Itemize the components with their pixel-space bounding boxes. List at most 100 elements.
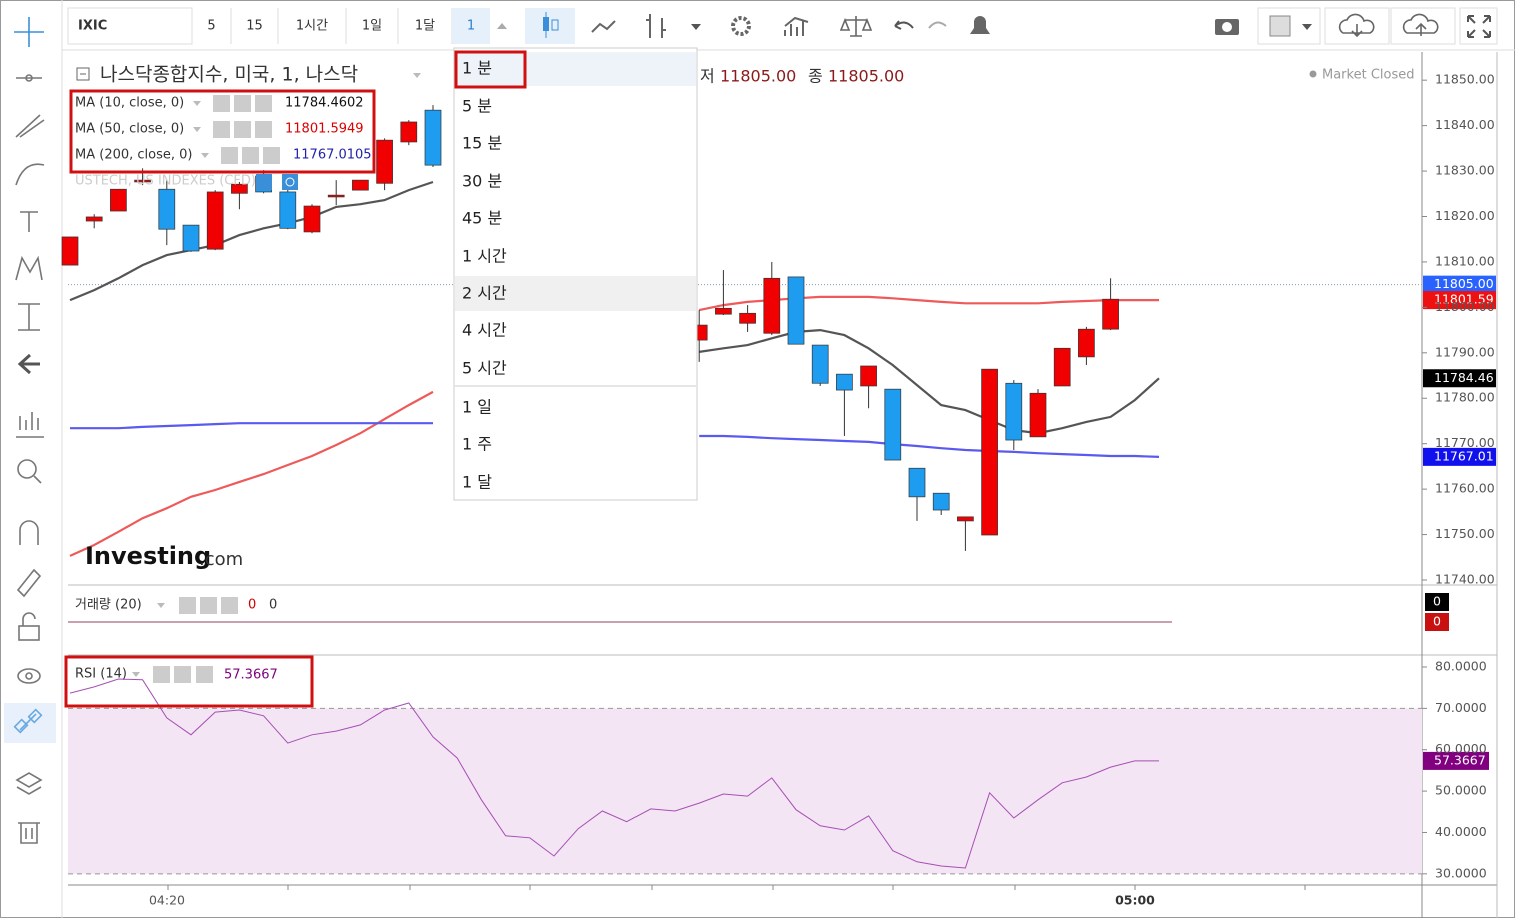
undo-button[interactable] — [894, 20, 914, 30]
y-tick-label: 40.0000 — [1435, 824, 1487, 839]
y-tick-label: 50.0000 — [1435, 783, 1487, 798]
menu-item[interactable]: 1 일 — [462, 398, 492, 417]
lock-draw-tool[interactable] — [16, 568, 42, 598]
menu-item[interactable]: 1 분 — [462, 59, 492, 78]
candle-body — [376, 139, 393, 184]
menu-item[interactable]: 1 시간 — [462, 247, 507, 266]
text-tool[interactable] — [20, 211, 38, 232]
link-tool[interactable] — [13, 708, 43, 734]
active-interval-bg — [452, 8, 490, 44]
interval-button[interactable]: 5 — [207, 19, 215, 34]
symbol-box[interactable] — [67, 7, 193, 45]
ma-tag-label: 11767.01 — [1434, 448, 1494, 463]
chart-type-toggle[interactable] — [691, 24, 701, 30]
indicators-button[interactable] — [784, 16, 809, 36]
candle-body — [1102, 298, 1119, 330]
y-tick-label: 60.0000 — [1435, 741, 1487, 756]
line-type-button[interactable] — [591, 20, 616, 33]
candle-type-button[interactable] — [543, 12, 559, 38]
delete-tool[interactable] — [18, 822, 40, 844]
close-label: 종 — [808, 67, 823, 86]
rsi-tag-label: 57.3667 — [1434, 752, 1486, 767]
indicator-tool[interactable] — [16, 412, 44, 438]
candle-body — [957, 516, 974, 522]
chart-title: 나스닥종합지수, 미국, 1, 나스닥 — [100, 64, 358, 86]
menu-item[interactable]: 4 시간 — [462, 321, 507, 340]
y-tick-label: 70.0000 — [1435, 700, 1487, 715]
candle-body — [860, 365, 877, 387]
y-tick-label: 11740.00 — [1435, 572, 1495, 587]
volume-tag — [1425, 593, 1449, 611]
visibility-tool[interactable] — [17, 668, 41, 684]
legend-dropdown — [201, 153, 209, 158]
active-interval[interactable]: 1 — [467, 19, 475, 34]
collapse-icon[interactable] — [76, 67, 90, 81]
y-tick-label: 11810.00 — [1435, 253, 1495, 268]
legend-icon[interactable] — [242, 147, 259, 164]
redo-button[interactable] — [928, 21, 947, 29]
layers-tool[interactable] — [15, 772, 43, 795]
menu-item[interactable]: 1 달 — [462, 473, 492, 492]
back-tool[interactable] — [17, 353, 40, 375]
fullscreen-button[interactable] — [1467, 15, 1491, 38]
menu-item[interactable]: 5 분 — [462, 97, 492, 116]
crosshair-tool[interactable] — [14, 17, 44, 47]
legend-dropdown — [193, 127, 201, 132]
legend-icon[interactable] — [213, 95, 230, 112]
load-button[interactable] — [1338, 13, 1375, 38]
brush-tool[interactable] — [15, 163, 45, 186]
y-tick-label: 80.0000 — [1435, 658, 1487, 673]
lock-tool[interactable] — [18, 612, 40, 641]
menu-item[interactable]: 1 주 — [462, 435, 492, 454]
legend-icon[interactable] — [234, 121, 251, 138]
color-button[interactable] — [1269, 15, 1291, 37]
legend-icon[interactable] — [234, 95, 251, 112]
y-tick-label: 11800.00 — [1435, 299, 1495, 314]
interval-button[interactable]: 1달 — [415, 19, 435, 34]
alert-button[interactable] — [970, 16, 990, 34]
settings-button[interactable] — [731, 16, 751, 36]
ma-legend-name: MA (50, close, 0) — [75, 122, 184, 137]
save-button[interactable] — [1402, 13, 1439, 36]
candle-body — [158, 188, 176, 230]
y-tick-label: 11790.00 — [1435, 344, 1495, 359]
ma-legend-name: MA (10, close, 0) — [75, 96, 184, 111]
zoom-tool[interactable] — [17, 459, 42, 484]
menu-item[interactable]: 45 분 — [462, 209, 502, 228]
trend-tool[interactable] — [15, 114, 45, 138]
legend-icon[interactable] — [213, 121, 230, 138]
low-value: 11805.00 — [720, 67, 796, 86]
candle-body — [884, 388, 902, 461]
menu-item[interactable]: 30 분 — [462, 172, 502, 191]
volume-tag-label: 0 — [1433, 594, 1441, 609]
candle-body — [352, 179, 369, 191]
pattern-tool[interactable] — [15, 255, 43, 281]
candle-body — [908, 467, 926, 498]
magnet-tool[interactable] — [19, 520, 39, 545]
overlay-symbol: USTECH, US INDEXES (CFD) — [75, 174, 256, 189]
measure-tool[interactable] — [18, 303, 40, 331]
menu-item[interactable]: 15 분 — [462, 134, 502, 153]
volume-value: 0 — [248, 598, 256, 613]
candle-body — [787, 276, 805, 345]
volume-name: 거래량 (20) — [75, 598, 142, 613]
legend-icon[interactable] — [255, 121, 272, 138]
candle-body — [85, 216, 103, 222]
interval-button[interactable]: 15 — [246, 19, 263, 34]
interval-button[interactable]: 1시간 — [296, 19, 328, 34]
menu-item[interactable]: 2 시간 — [462, 284, 507, 303]
compare-button[interactable] — [839, 16, 873, 37]
interval-button[interactable]: 1일 — [362, 19, 382, 34]
legend-icon[interactable] — [221, 147, 238, 164]
rsi-tag — [1423, 751, 1489, 770]
menu-item[interactable]: 5 시간 — [462, 359, 507, 378]
candle-body — [1029, 392, 1047, 438]
legend-icon[interactable] — [263, 147, 280, 164]
interval-toggle[interactable] — [497, 23, 507, 29]
legend-icon[interactable] — [255, 95, 272, 112]
bar-type-button[interactable] — [646, 14, 666, 38]
y-tick-label: 11840.00 — [1435, 117, 1495, 132]
line-tool[interactable] — [16, 74, 42, 82]
ma-tag-label: 11801.59 — [1434, 292, 1494, 307]
